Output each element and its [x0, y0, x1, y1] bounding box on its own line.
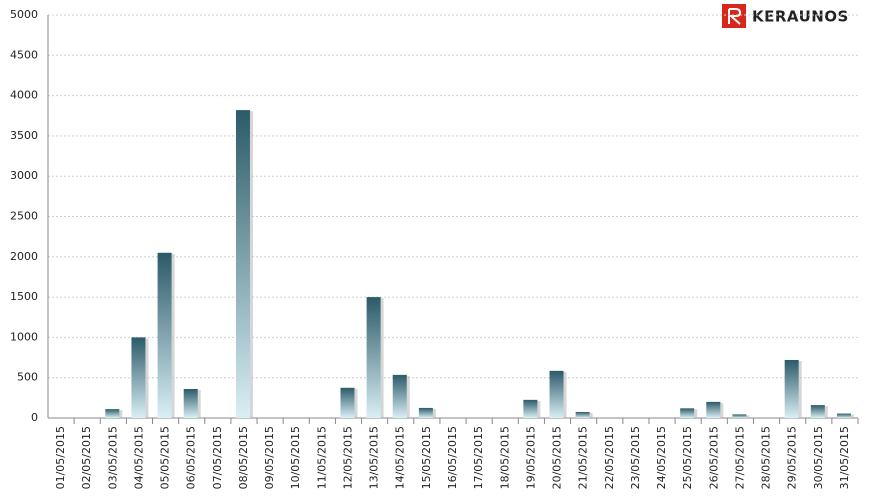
x-tick-label: 24/05/2015: [655, 426, 668, 489]
bar: [366, 297, 381, 418]
bar: [418, 407, 433, 418]
bar: [549, 370, 564, 418]
y-tick-label: 1000: [10, 330, 38, 343]
y-tick-label: 3000: [10, 169, 38, 182]
bar: [784, 359, 799, 418]
bar: [392, 374, 407, 418]
y-tick-label: 2000: [10, 250, 38, 263]
bar: [523, 399, 538, 418]
y-tick-label: 4000: [10, 89, 38, 102]
x-tick-label: 13/05/2015: [368, 426, 381, 489]
x-tick-label: 05/05/2015: [159, 426, 172, 489]
x-tick-label: 11/05/2015: [315, 426, 328, 489]
x-tick-label: 20/05/2015: [551, 426, 564, 489]
logo: KERAUNOS: [722, 4, 849, 28]
y-tick-label: 5000: [10, 8, 38, 21]
x-tick-label: 09/05/2015: [263, 426, 276, 489]
x-tick-label: 01/05/2015: [54, 426, 67, 489]
x-tick-label: 26/05/2015: [707, 426, 720, 489]
bar: [810, 405, 825, 418]
x-tick-label: 15/05/2015: [420, 426, 433, 489]
bar: [340, 387, 355, 418]
x-tick-label: 19/05/2015: [524, 426, 537, 489]
x-tick-label: 10/05/2015: [289, 426, 302, 489]
y-tick-label: 1500: [10, 290, 38, 303]
y-tick-label: 500: [17, 371, 38, 384]
x-tick-label: 18/05/2015: [498, 426, 511, 489]
bar: [131, 337, 146, 418]
x-tick-label: 23/05/2015: [629, 426, 642, 489]
x-tick-label: 25/05/2015: [681, 426, 694, 489]
logo-text: KERAUNOS: [752, 8, 849, 26]
x-tick-label: 03/05/2015: [106, 426, 119, 489]
bar: [183, 388, 198, 418]
y-tick-label: 2500: [10, 210, 38, 223]
y-tick-label: 3500: [10, 129, 38, 142]
x-tick-label: 22/05/2015: [603, 426, 616, 489]
x-tick-label: 04/05/2015: [132, 426, 145, 489]
bar: [680, 408, 695, 418]
x-tick-label: 12/05/2015: [341, 426, 354, 489]
bar: [836, 413, 851, 418]
x-tick-label: 06/05/2015: [185, 426, 198, 489]
bar: [157, 252, 172, 418]
bar: [732, 414, 747, 418]
bar: [105, 409, 120, 418]
x-tick-label: 29/05/2015: [786, 426, 799, 489]
x-tick-label: 08/05/2015: [237, 426, 250, 489]
bar: [706, 401, 721, 418]
y-tick-label: 0: [31, 411, 38, 424]
x-tick-label: 16/05/2015: [446, 426, 459, 489]
x-tick-label: 27/05/2015: [733, 426, 746, 489]
bar: [235, 110, 250, 418]
x-tick-label: 30/05/2015: [812, 426, 825, 489]
x-tick-label: 21/05/2015: [577, 426, 590, 489]
x-tick-label: 17/05/2015: [472, 426, 485, 489]
y-tick-label: 4500: [10, 48, 38, 61]
x-tick-label: 02/05/2015: [80, 426, 93, 489]
x-tick-label: 07/05/2015: [211, 426, 224, 489]
x-tick-label: 28/05/2015: [760, 426, 773, 489]
x-tick-label: 14/05/2015: [394, 426, 407, 489]
bar: [575, 411, 590, 418]
x-tick-label: 31/05/2015: [838, 426, 851, 489]
